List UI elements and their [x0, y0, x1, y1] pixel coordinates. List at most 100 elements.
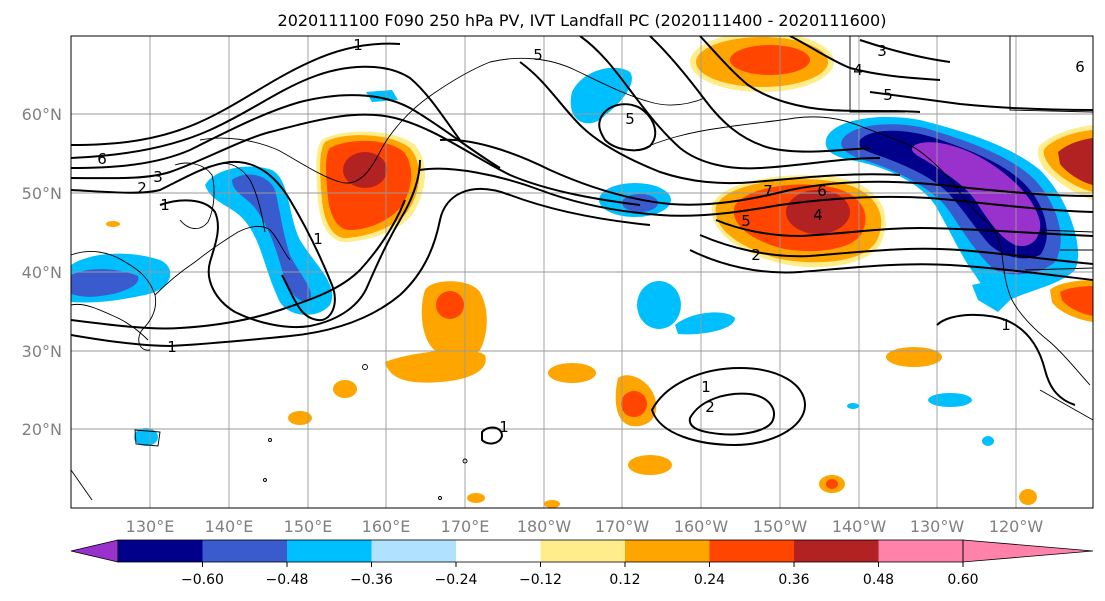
lon-label: 130°E — [126, 517, 175, 536]
pos-anomaly — [436, 291, 464, 319]
colorbar-tick-label: 0.24 — [694, 572, 725, 588]
colorbar-segment — [962, 539, 1094, 563]
pv-contours — [71, 36, 1093, 447]
neg-anomaly — [847, 403, 859, 409]
colorbar-segment — [794, 540, 879, 562]
colorbar-segment — [70, 539, 119, 563]
contour-line — [71, 199, 406, 330]
contour-line — [650, 366, 807, 447]
lon-label: 150°W — [753, 517, 808, 536]
lon-label: 120°W — [989, 517, 1044, 536]
contour-line — [789, 36, 941, 81]
lon-label: 150°E — [284, 517, 333, 536]
contour-label: 1 — [1001, 316, 1011, 334]
neg-anomaly — [675, 312, 735, 335]
pos-anomaly — [288, 411, 312, 425]
pos-anomaly — [628, 455, 672, 475]
pos-anomaly — [544, 500, 560, 508]
lat-label: 30°N — [22, 342, 62, 361]
neg-anomaly — [637, 281, 681, 329]
longitude-labels: 130°E 140°E 150°E 160°E 170°E 180°W 170°… — [126, 517, 1044, 536]
pos-anomaly — [548, 363, 596, 383]
contour-label: 2 — [751, 246, 761, 264]
neg-anomaly — [928, 393, 972, 407]
neg-anomaly — [911, 142, 1041, 247]
contour-label: 6 — [817, 182, 827, 200]
contour-label: 3 — [153, 168, 163, 186]
colorbar-tick-label: −0.24 — [435, 572, 478, 588]
map-area: 1 5 3 4 5 6 6 3 2 1 1 5 7 6 5 4 2 1 1 1 … — [71, 36, 1093, 508]
latitude-labels: 60°N 50°N 40°N 30°N 20°N — [22, 105, 62, 439]
figure-title: 2020111100 F090 250 hPa PV, IVT Landfall… — [278, 11, 887, 30]
pos-anomaly — [333, 380, 357, 398]
lon-label: 160°E — [362, 517, 411, 536]
coastlines — [71, 36, 1093, 501]
contour-line — [869, 91, 1093, 111]
colorbar-tick-label: −0.60 — [181, 572, 224, 588]
contour-label: 4 — [813, 206, 823, 224]
contour-label: 5 — [625, 110, 635, 128]
lat-label: 50°N — [22, 184, 62, 203]
contour-line — [71, 42, 401, 146]
neg-anomaly — [134, 428, 158, 446]
contour-label: 4 — [853, 61, 863, 79]
colorbar-tick-label: −0.36 — [350, 572, 393, 588]
colorbar-tick-label: 0.60 — [947, 572, 978, 588]
contour-label: 1 — [701, 378, 711, 396]
pos-anomaly — [1060, 286, 1093, 316]
contour-label: 1 — [353, 36, 363, 54]
contour-line — [71, 113, 641, 206]
neg-anomaly — [232, 174, 311, 302]
pos-anomaly — [786, 190, 850, 234]
contour-line — [159, 159, 421, 328]
contour-line — [699, 36, 921, 113]
lon-label: 180°W — [517, 517, 572, 536]
contour-line — [71, 160, 336, 322]
contour-label: 5 — [741, 212, 751, 230]
neg-anomaly — [972, 280, 1010, 312]
neg-anomaly — [71, 269, 139, 297]
lon-label: 140°E — [205, 517, 254, 536]
contour-label: 1 — [160, 196, 170, 214]
neg-anomaly — [982, 436, 994, 446]
contour-line — [859, 39, 951, 63]
lon-label: 160°W — [674, 517, 729, 536]
colorbar-segment — [878, 540, 963, 562]
colorbar-segment — [625, 540, 710, 562]
lon-label: 140°W — [832, 517, 887, 536]
contour-line — [715, 219, 1093, 238]
colorbar-segment — [371, 540, 456, 562]
colorbar-segment — [540, 540, 625, 562]
colorbar-ticks — [202, 562, 964, 567]
colorbar-tick-label: 0.48 — [863, 572, 894, 588]
contour-label: 2 — [705, 398, 715, 416]
neg-anomaly — [570, 67, 632, 124]
contour-label: 7 — [763, 182, 773, 200]
contour-label: 1 — [313, 230, 323, 248]
pos-anomaly — [106, 221, 120, 227]
contour-labels: 1 5 3 4 5 6 6 3 2 1 1 5 7 6 5 4 2 1 1 1 … — [97, 36, 1085, 436]
lat-label: 40°N — [22, 263, 62, 282]
lon-label: 130°W — [910, 517, 965, 536]
pos-anomaly — [886, 347, 942, 367]
contour-label: 6 — [97, 150, 107, 168]
pos-anomaly — [621, 391, 647, 417]
contour-line — [579, 36, 881, 170]
colorbar-tick-label: 0.12 — [609, 572, 640, 588]
pos-anomaly — [730, 45, 810, 75]
lon-label: 170°E — [441, 517, 490, 536]
contour-line — [481, 426, 504, 445]
pos-anomaly — [467, 493, 485, 503]
contour-label: 3 — [877, 42, 887, 60]
graticule — [71, 36, 1093, 508]
contour-line — [519, 61, 901, 185]
contour-line — [71, 188, 651, 348]
contour-line — [439, 138, 1093, 206]
colorbar-tick-label: −0.48 — [266, 572, 309, 588]
contour-label: 1 — [167, 338, 177, 356]
contour-label: 2 — [137, 179, 147, 197]
contour-label: 6 — [1075, 58, 1085, 76]
colorbar: −0.60 −0.48 −0.36 −0.24 −0.12 0.12 0.24 … — [70, 539, 1094, 588]
map-frame — [70, 35, 1094, 509]
